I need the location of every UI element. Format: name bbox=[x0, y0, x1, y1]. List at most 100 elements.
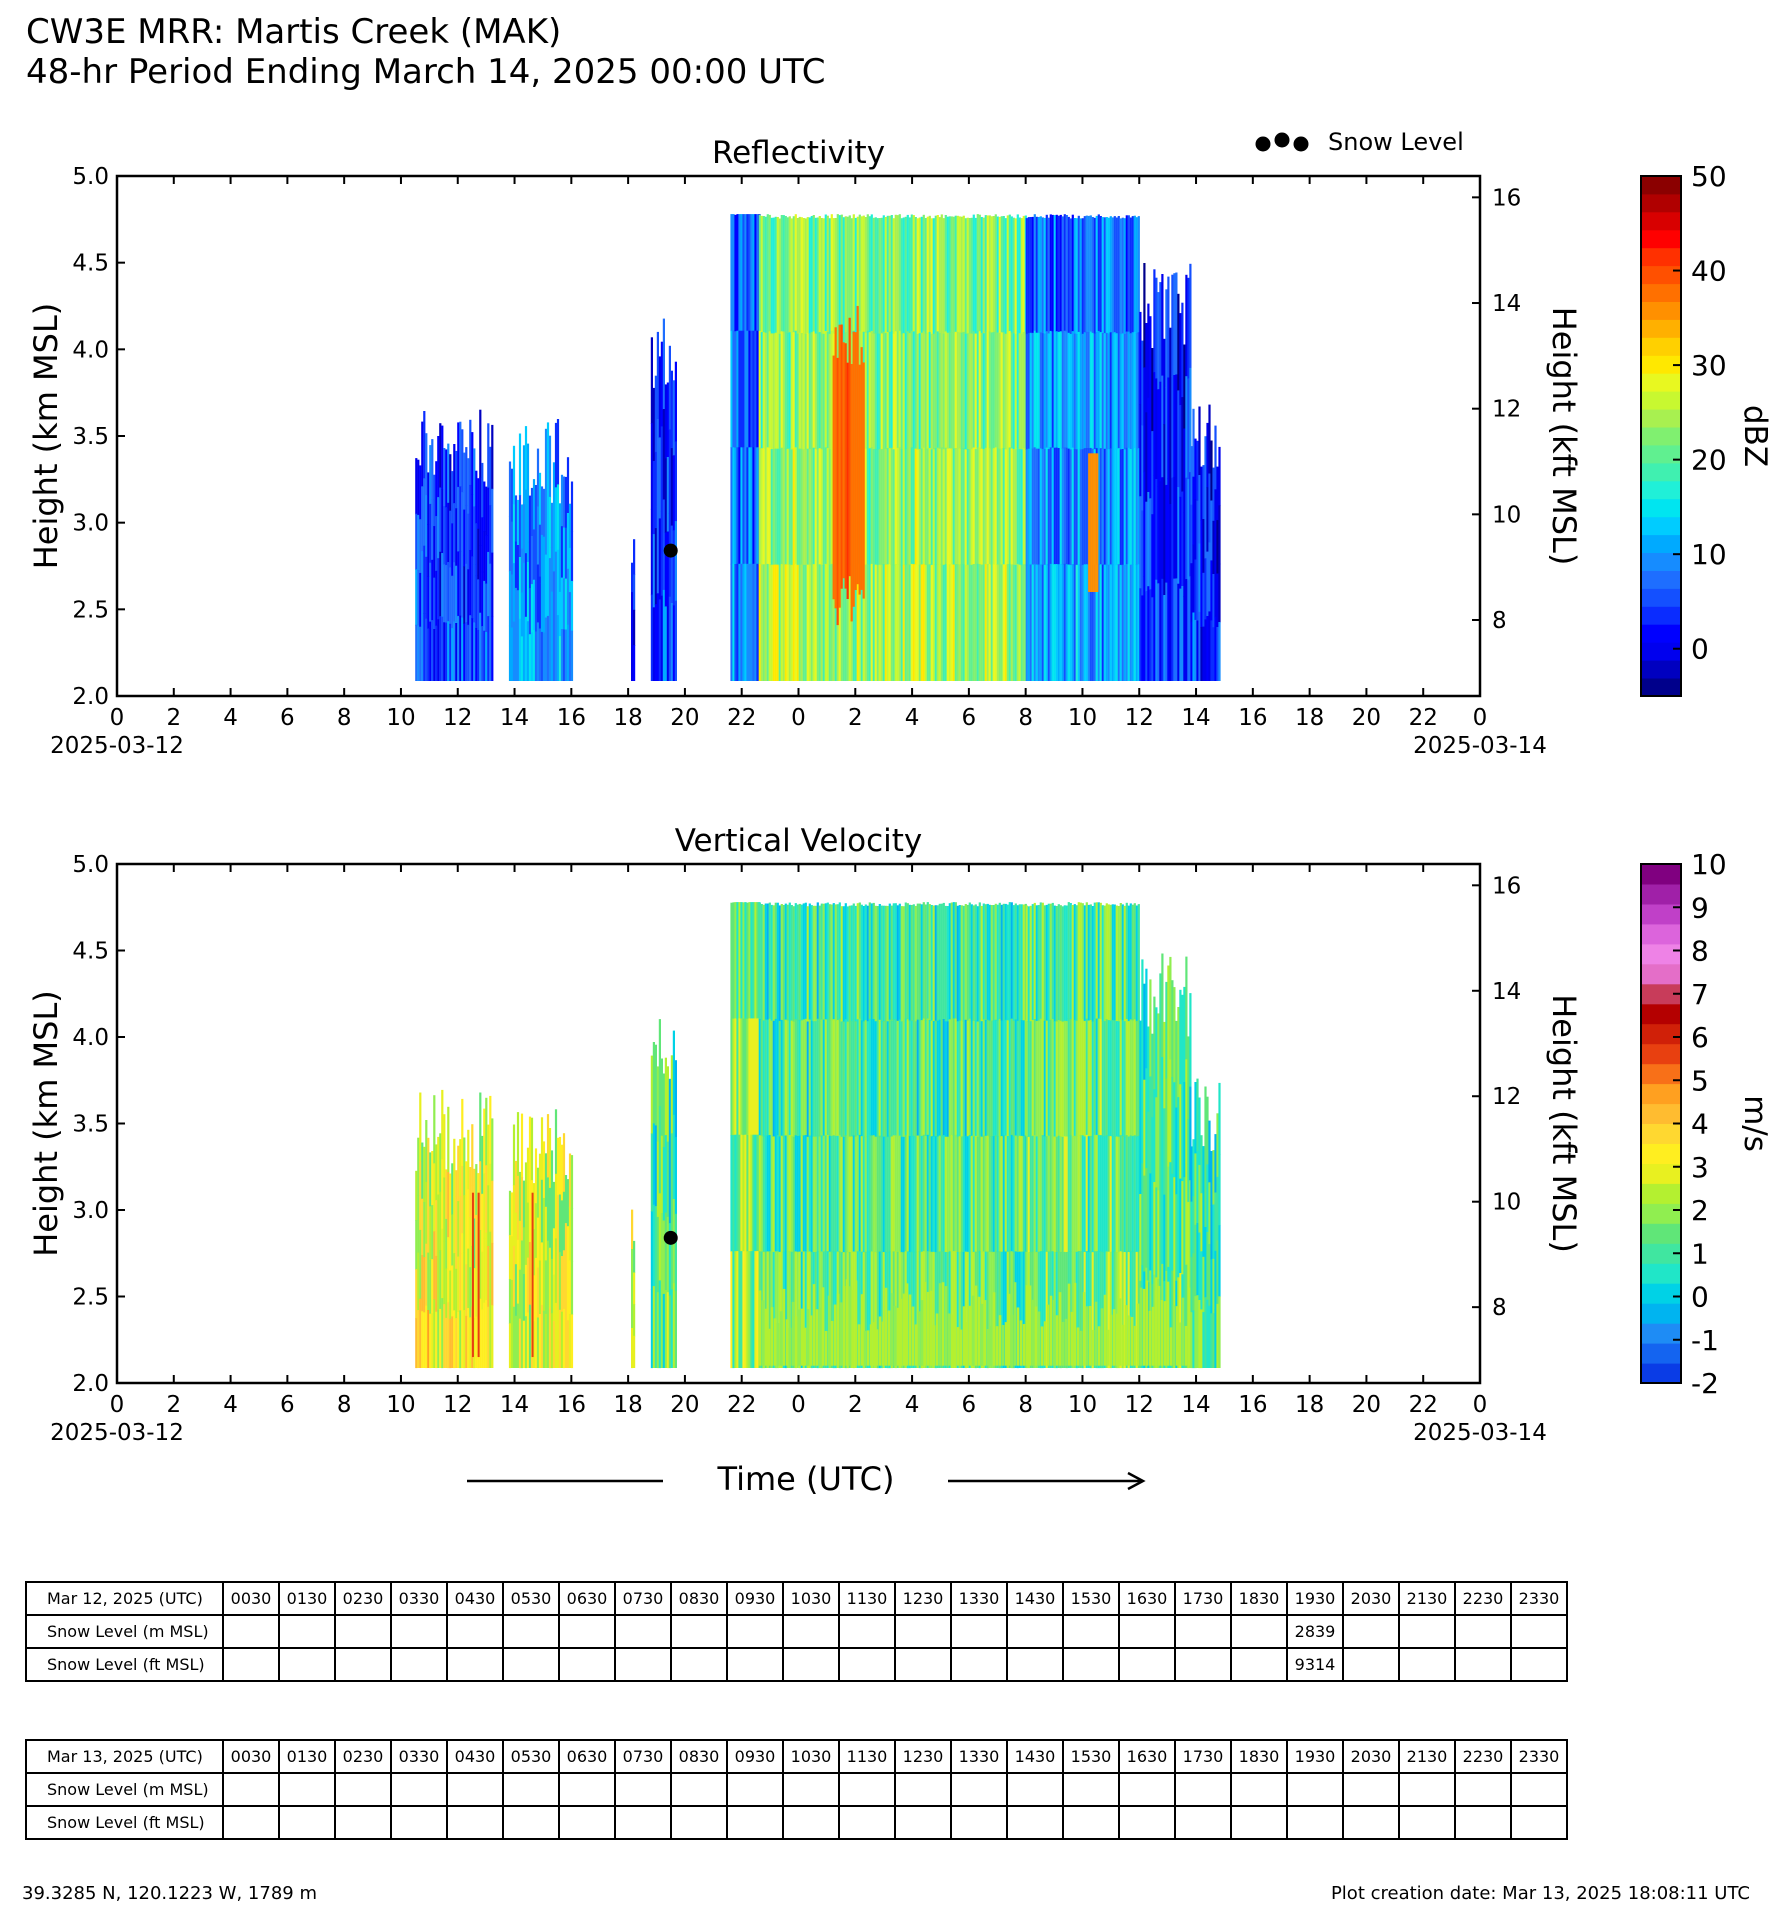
echo-strip bbox=[1202, 626, 1205, 681]
low-level-strip bbox=[947, 1313, 951, 1366]
echo-strip bbox=[1075, 564, 1078, 681]
echo-strip bbox=[1200, 626, 1203, 681]
echo-strip bbox=[1218, 446, 1221, 506]
echo-strip bbox=[1137, 904, 1140, 1021]
echo-strip bbox=[526, 1257, 530, 1314]
colorbar-swatch bbox=[1641, 409, 1681, 428]
echo-strip bbox=[437, 1252, 440, 1311]
echo-strip bbox=[954, 902, 957, 1020]
echo-strip bbox=[1091, 906, 1094, 1022]
echo-strip bbox=[666, 1216, 669, 1293]
echo-strip bbox=[1208, 473, 1211, 544]
echo-strip bbox=[1157, 292, 1160, 390]
echo-strip bbox=[1061, 216, 1064, 333]
echo-strip bbox=[510, 521, 514, 576]
echo-strip bbox=[918, 217, 921, 334]
echo-strip bbox=[1139, 588, 1142, 681]
echo-strip bbox=[882, 905, 885, 1022]
echo-strip bbox=[848, 905, 851, 1022]
echo-strip bbox=[1049, 1135, 1052, 1253]
echo-strip bbox=[516, 1175, 520, 1241]
echo-strip bbox=[1137, 1135, 1140, 1253]
echo-strip bbox=[1202, 519, 1205, 574]
table-time-header: 2030 bbox=[1342, 1581, 1400, 1616]
low-level-strip bbox=[1067, 1283, 1071, 1366]
colorbar-swatch bbox=[1641, 1203, 1681, 1224]
low-level-strip bbox=[872, 1322, 876, 1366]
echo-strip bbox=[1111, 564, 1114, 681]
echo-strip bbox=[982, 1135, 985, 1253]
echo-strip bbox=[479, 477, 482, 546]
echo-strip bbox=[824, 331, 827, 449]
echo-strip bbox=[453, 621, 456, 681]
echo-strip bbox=[1149, 498, 1152, 590]
echo-strip bbox=[1105, 332, 1108, 450]
low-level-strip bbox=[1127, 1315, 1131, 1366]
low-level-strip bbox=[914, 1324, 918, 1366]
echo-strip bbox=[1206, 551, 1209, 617]
echo-strip bbox=[461, 492, 464, 556]
echo-strip bbox=[546, 1114, 550, 1178]
echo-strip bbox=[1125, 564, 1128, 681]
low-level-strip bbox=[884, 1287, 888, 1366]
echo-strip bbox=[892, 564, 895, 681]
echo-strip bbox=[662, 589, 665, 681]
station-coordinates: 39.3285 N, 120.1223 W, 1789 m bbox=[22, 1883, 317, 1904]
echo-strip bbox=[479, 1230, 482, 1300]
echo-strip bbox=[1029, 217, 1032, 334]
echo-strip bbox=[832, 1135, 835, 1252]
echo-strip bbox=[552, 516, 556, 572]
colorbar-tick-label: 20 bbox=[1691, 444, 1727, 477]
echo-strip bbox=[528, 541, 532, 589]
echo-strip bbox=[674, 1213, 677, 1292]
echo-strip bbox=[796, 333, 799, 450]
low-level-strip bbox=[782, 1288, 786, 1366]
echo-strip bbox=[732, 902, 735, 1020]
echo-strip bbox=[485, 1097, 488, 1166]
echo-strip bbox=[858, 1018, 861, 1136]
echo-strip bbox=[514, 1212, 518, 1265]
echo-strip bbox=[451, 1163, 454, 1215]
echo-strip bbox=[449, 454, 452, 512]
echo-strip bbox=[1185, 376, 1188, 479]
echo-strip bbox=[766, 447, 769, 565]
table-cell bbox=[1398, 1647, 1456, 1682]
echo-strip bbox=[481, 462, 484, 518]
echo-strip bbox=[972, 564, 975, 681]
echo-strip bbox=[970, 217, 973, 334]
echo-strip bbox=[534, 533, 538, 584]
echo-strip bbox=[1208, 542, 1211, 613]
echo-strip bbox=[1055, 1252, 1058, 1369]
echo-strip bbox=[417, 514, 420, 571]
table-cell bbox=[502, 1805, 560, 1840]
echo-strip bbox=[1018, 217, 1021, 334]
echo-strip bbox=[415, 569, 418, 626]
low-level-strip bbox=[995, 1326, 999, 1366]
echo-strip bbox=[774, 1018, 777, 1136]
echo-strip bbox=[1151, 1117, 1154, 1202]
echo-strip bbox=[1065, 215, 1068, 332]
low-level-strip bbox=[1073, 1282, 1077, 1366]
echo-strip bbox=[633, 609, 636, 646]
echo-strip bbox=[1165, 289, 1168, 388]
echo-strip bbox=[1039, 448, 1042, 565]
echo-strip bbox=[1208, 1120, 1211, 1183]
echo-strip bbox=[546, 486, 550, 552]
echo-strip bbox=[910, 563, 913, 681]
echo-strip bbox=[1141, 1061, 1144, 1164]
echo-strip bbox=[536, 1267, 540, 1318]
echo-strip bbox=[794, 447, 797, 565]
echo-strip bbox=[1159, 1071, 1162, 1171]
echo-strip bbox=[1214, 553, 1217, 618]
echo-strip bbox=[918, 1135, 921, 1253]
echo-strip bbox=[730, 447, 733, 565]
echo-strip bbox=[930, 218, 933, 335]
echo-strip bbox=[794, 330, 797, 448]
echo-strip bbox=[820, 449, 823, 566]
echo-strip bbox=[1216, 627, 1219, 681]
echo-strip bbox=[459, 615, 462, 681]
table-row-label: Snow Level (m MSL) bbox=[25, 1614, 224, 1649]
echo-strip bbox=[437, 497, 440, 559]
echo-strip bbox=[830, 563, 833, 681]
echo-strip bbox=[540, 486, 544, 536]
